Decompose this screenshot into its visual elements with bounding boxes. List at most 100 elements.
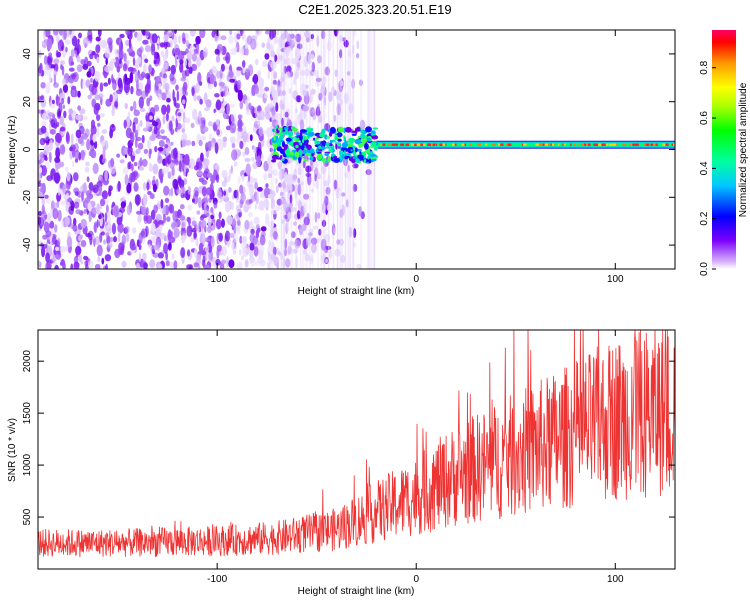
noise-blob xyxy=(207,225,212,234)
noise-blob xyxy=(297,183,302,196)
signal-peak xyxy=(644,143,648,146)
snr-y-tick-label: 500 xyxy=(22,508,33,525)
turbulence-blob xyxy=(336,142,341,147)
noise-blob xyxy=(167,242,172,251)
noise-blob xyxy=(270,30,277,39)
noise-blob xyxy=(48,151,52,163)
noise-blob xyxy=(127,144,133,157)
noise-blob xyxy=(277,79,281,86)
noise-blob xyxy=(179,87,183,97)
noise-blob xyxy=(263,93,269,99)
noise-blob xyxy=(280,117,284,127)
noise-blob xyxy=(109,128,113,139)
turbulence-blob xyxy=(364,143,369,150)
turbulence-blob xyxy=(343,150,346,156)
turbulence-blob xyxy=(289,154,293,158)
noise-blob xyxy=(310,88,316,95)
noise-blob xyxy=(166,30,173,38)
noise-blob xyxy=(44,156,48,161)
signal-peak xyxy=(427,143,431,146)
noise-blob xyxy=(157,147,164,152)
noise-blob xyxy=(309,92,313,104)
noise-blob xyxy=(178,34,181,44)
noise-blob xyxy=(352,228,357,239)
colorbar-tick-label: 0.6 xyxy=(699,111,710,125)
noise-blob xyxy=(99,82,104,92)
noise-blob xyxy=(231,241,235,251)
noise-blob xyxy=(159,42,166,48)
noise-blob xyxy=(282,257,286,269)
noise-blob xyxy=(179,59,184,65)
noise-blob xyxy=(214,93,220,98)
noise-blob xyxy=(62,84,69,93)
noise-blob xyxy=(249,250,253,258)
noise-blob xyxy=(229,103,236,108)
noise-blob xyxy=(160,129,165,135)
noise-blob xyxy=(57,209,62,222)
noise-blob xyxy=(340,80,344,87)
noise-blob xyxy=(168,204,175,214)
noise-blob xyxy=(303,193,310,200)
noise-blob xyxy=(275,185,279,194)
turbulence-blob xyxy=(284,128,289,136)
noise-blob xyxy=(55,246,60,251)
noise-blob xyxy=(340,192,346,197)
noise-blob xyxy=(210,235,215,248)
noise-blob xyxy=(195,238,199,247)
noise-blob xyxy=(257,186,263,192)
noise-blob xyxy=(162,213,167,224)
noise-blob xyxy=(325,258,328,263)
noise-blob xyxy=(189,30,196,37)
spectrogram-x-tick-label: 100 xyxy=(607,274,624,285)
signal-peak xyxy=(439,143,443,146)
noise-blob xyxy=(242,35,247,40)
noise-blob xyxy=(55,164,59,172)
noise-blob xyxy=(44,194,49,199)
noise-blob xyxy=(315,81,321,87)
noise-blob xyxy=(297,166,302,176)
noise-blob xyxy=(307,236,313,245)
noise-blob xyxy=(214,48,220,55)
noise-blob xyxy=(78,32,82,39)
turbulence-blob xyxy=(284,148,291,156)
snr-y-tick-label: 1000 xyxy=(22,454,33,477)
noise-blob xyxy=(38,151,45,164)
noise-blob xyxy=(52,99,55,105)
noise-blob xyxy=(53,82,59,88)
signal-peak xyxy=(492,143,496,146)
noise-blob xyxy=(245,109,252,116)
turbulence-blob xyxy=(325,146,332,149)
turbulence-blob xyxy=(300,142,303,146)
noise-blob xyxy=(252,73,259,84)
noise-blob xyxy=(86,176,90,182)
noise-blob xyxy=(233,226,237,234)
noise-blob xyxy=(256,155,261,168)
noise-blob xyxy=(358,79,363,86)
noise-blob xyxy=(340,254,346,264)
noise-blob xyxy=(243,203,250,213)
spectrogram-y-tick-label: 0 xyxy=(22,146,33,152)
noise-blob xyxy=(158,83,162,89)
noise-blob xyxy=(329,249,333,259)
noise-blob xyxy=(230,165,233,174)
colorbar-tick-label: 0.2 xyxy=(699,211,710,225)
noise-blob xyxy=(133,182,139,192)
noise-blob xyxy=(138,243,142,251)
noise-blob xyxy=(130,105,134,112)
noise-blob xyxy=(259,234,266,246)
noise-blob xyxy=(311,188,314,193)
turbulence-blob xyxy=(344,126,352,133)
noise-blob xyxy=(139,107,146,113)
noise-blob xyxy=(110,157,115,168)
noise-blob xyxy=(270,221,274,228)
noise-blob xyxy=(162,73,168,79)
noise-blob xyxy=(187,186,192,195)
noise-streak xyxy=(294,30,297,269)
noise-blob xyxy=(105,232,110,238)
noise-blob xyxy=(282,90,286,96)
noise-blob xyxy=(274,54,278,63)
noise-blob xyxy=(168,188,172,197)
noise-blob xyxy=(291,174,297,182)
noise-blob xyxy=(207,140,212,149)
noise-blob xyxy=(215,218,222,230)
